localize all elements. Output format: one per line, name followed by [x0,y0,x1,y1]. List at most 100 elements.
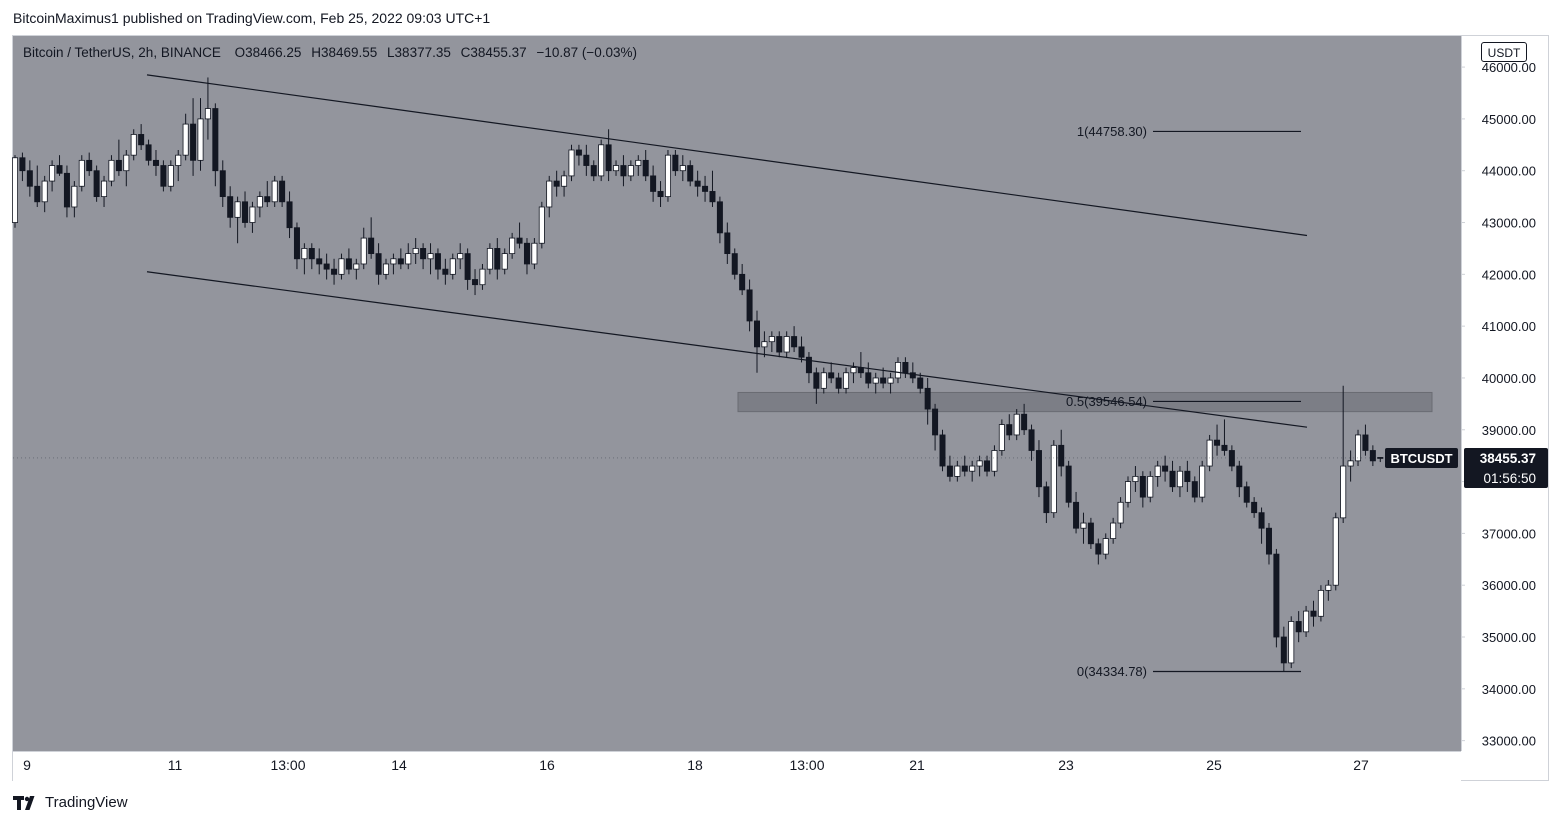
candle [954,460,961,482]
candle [1199,460,1206,503]
candle-body [1362,434,1369,451]
time-axis[interactable] [13,751,1461,781]
candle [1176,466,1183,498]
candle-body [1288,621,1295,664]
candle-body [397,258,404,265]
candle-body [108,159,115,182]
candle [1095,538,1102,565]
y-tick-label: 36000.00 [1482,578,1536,593]
candle-body [843,372,850,389]
candle [249,201,256,233]
candle [1303,605,1310,638]
candle-body [227,196,234,218]
candle [791,326,798,353]
candle-body [1332,517,1339,586]
candle-body [798,346,805,358]
candle [642,149,649,182]
candle [1035,440,1042,498]
candle-body [969,465,976,472]
candle-body [1377,457,1384,459]
candle [509,232,516,259]
candle [969,460,976,482]
candle-body [1176,470,1183,488]
candle-body [650,175,657,192]
candle [286,191,293,239]
candle [449,253,456,280]
candle [1050,440,1057,518]
candle [1310,600,1317,627]
candle-body [932,408,939,436]
candle-body [961,465,968,472]
candle-body [279,180,286,203]
candle [308,243,315,270]
candle-body [1095,543,1102,555]
candle [739,263,746,296]
low-value: 38377.35 [394,45,451,60]
candle [353,258,360,280]
candle [1288,616,1295,669]
candle [1214,424,1221,456]
candle [1043,481,1050,524]
currency-badge[interactable]: USDT [1481,42,1527,62]
candle [902,357,909,378]
candle-body [1206,439,1213,467]
candle-body [26,170,33,187]
candle-body [687,165,694,182]
candle-body [494,248,501,270]
candle-body [1058,444,1065,467]
candle-body [11,157,18,223]
candle [1073,491,1080,534]
candle-body [709,191,716,203]
candle-body [286,201,293,229]
candle [650,165,657,202]
price-axis[interactable] [1461,36,1548,751]
candle-body [271,180,278,203]
candle [160,160,167,192]
x-tick-label: 11 [168,757,183,773]
candle-body [1125,481,1132,503]
candle-body [1013,413,1020,436]
candle [242,191,249,228]
candle-body [1028,429,1035,451]
candle [768,331,775,353]
candle [1280,626,1287,672]
candle [190,98,197,176]
candle-body [182,123,189,156]
candle-body [1295,621,1302,633]
candle-body [664,154,671,198]
candle-body [175,154,182,166]
candle-body [791,336,798,348]
candle-body [390,258,397,265]
candle [212,103,219,187]
candle [1065,460,1072,508]
candle [627,160,634,182]
footer-brand[interactable]: TradingView [13,794,128,811]
candle [301,243,308,275]
candle [390,253,397,275]
candle [657,181,664,207]
x-tick-label: 13:00 [789,757,824,773]
candle-body [1258,512,1265,529]
candle [479,263,486,290]
candle [397,248,404,270]
candle [427,243,434,275]
candle-body [1162,465,1169,472]
candle-body [820,372,827,389]
candle-body [865,372,872,384]
open-label: O [234,45,246,60]
candle [1184,460,1191,492]
candle-body [1317,589,1324,617]
candle [167,160,174,192]
candle-body [434,253,441,270]
candle [382,258,389,280]
candle [338,253,345,280]
candle-body [1303,610,1310,633]
candle [746,279,753,332]
candle-body [486,248,493,270]
candle-body [1117,501,1124,524]
candle [857,352,864,378]
candle [323,253,330,280]
candle [1355,429,1362,467]
candle [234,196,241,244]
